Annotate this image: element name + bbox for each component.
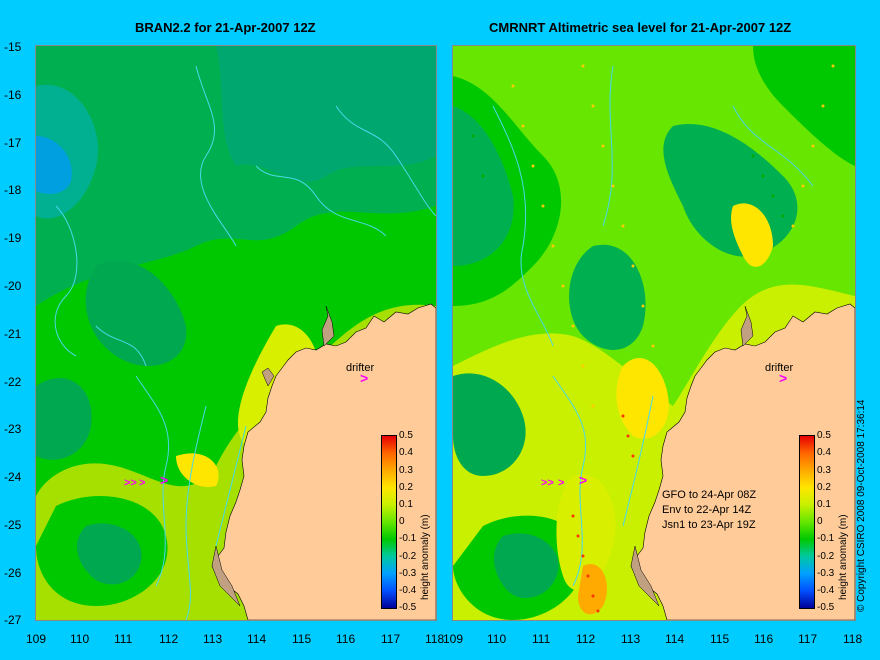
y-tick-label: -27 — [4, 613, 22, 627]
y-tick-label: -20 — [4, 279, 22, 293]
right-map-title: CMRNRT Altimetric sea level for 21-Apr-2… — [489, 20, 792, 35]
satellite-info-line: Jsn1 to 23-Apr 19Z — [662, 519, 756, 531]
satellite-info: GFO to 24-Apr 08Z Env to 22-Apr 14Z Jsn1… — [662, 488, 756, 533]
bran-map-svg — [36, 46, 436, 620]
drifter-arrow-icon: > — [779, 370, 788, 386]
x-tick-label: 117 — [798, 632, 818, 646]
colorbar-tick: -0.4 — [399, 585, 417, 596]
colorbar-tick: -0.3 — [817, 568, 835, 579]
colorbar-tick: 0.1 — [399, 499, 413, 510]
colorbar-tick: -0.4 — [817, 585, 835, 596]
x-tick-label: 115 — [710, 632, 730, 646]
x-tick-label: 118 — [843, 632, 863, 646]
drifter-label: drifter — [765, 362, 794, 374]
x-tick-label: 110 — [70, 632, 90, 646]
x-tick-label: 111 — [532, 632, 551, 646]
colorbar-tick: -0.1 — [399, 533, 417, 544]
cmrnrt-map-svg — [453, 46, 855, 620]
colorbar-tick: 0.5 — [817, 430, 831, 441]
colorbar-tick: 0.3 — [817, 465, 831, 476]
colorbar-title: height anomaly (m) — [838, 514, 849, 600]
colorbar-tick: -0.2 — [399, 551, 417, 562]
drifter-track-arrow-icon: >> — [124, 477, 137, 489]
cmrnrt-map-panel[interactable] — [452, 45, 856, 621]
x-tick-label: 116 — [336, 632, 356, 646]
drifter-track-arrow-icon: > — [579, 472, 588, 488]
colorbar-tick: 0 — [817, 516, 823, 527]
x-tick-label: 116 — [754, 632, 774, 646]
y-tick-label: -25 — [4, 518, 22, 532]
colorbar-tick: -0.5 — [817, 602, 835, 613]
drifter-track-arrow-icon: > — [558, 477, 565, 489]
colorbar-tick: -0.5 — [399, 602, 417, 613]
y-tick-label: -24 — [4, 470, 22, 484]
x-tick-label: 113 — [621, 632, 641, 646]
y-tick-label: -16 — [4, 88, 22, 102]
x-tick-label: 117 — [381, 632, 401, 646]
y-tick-label: -26 — [4, 566, 22, 580]
copyright-text: © Copyright CSIRO 2008 09-Oct-2008 17:36… — [856, 399, 867, 613]
colorbar-tick: 0.1 — [817, 499, 831, 510]
x-tick-label: 111 — [114, 632, 133, 646]
colorbar-tick: -0.2 — [817, 551, 835, 562]
y-tick-label: -17 — [4, 136, 22, 150]
drifter-label: drifter — [346, 362, 375, 374]
colorbar-title: height anomaly (m) — [420, 514, 431, 600]
y-tick-label: -23 — [4, 422, 22, 436]
x-tick-label: 118 — [425, 632, 445, 646]
colorbar-tick: 0.4 — [817, 447, 831, 458]
y-tick-label: -21 — [4, 327, 22, 341]
x-tick-label: 112 — [159, 632, 179, 646]
colorbar-tick: 0.5 — [399, 430, 413, 441]
x-tick-label: 112 — [576, 632, 596, 646]
drifter-track-arrow-icon: > — [160, 472, 169, 488]
colorbar-tick: 0.2 — [817, 482, 831, 493]
colorbar-tick: -0.1 — [817, 533, 835, 544]
satellite-info-line: Env to 22-Apr 14Z — [662, 504, 752, 516]
y-tick-label: -18 — [4, 183, 22, 197]
colorbar-right — [799, 435, 815, 609]
colorbar-tick: 0.3 — [399, 465, 413, 476]
drifter-arrow-icon: > — [360, 370, 369, 386]
x-tick-label: 109 — [443, 632, 464, 646]
drifter-track-arrow-icon: >> — [541, 477, 554, 489]
bran-map-panel[interactable] — [35, 45, 437, 621]
y-tick-label: -15 — [4, 40, 22, 54]
colorbar-tick: 0 — [399, 516, 405, 527]
x-tick-label: 110 — [487, 632, 507, 646]
x-tick-label: 109 — [26, 632, 47, 646]
satellite-info-line: GFO to 24-Apr 08Z — [662, 489, 757, 501]
colorbar-tick: 0.4 — [399, 447, 413, 458]
x-tick-label: 114 — [247, 632, 267, 646]
left-map-title: BRAN2.2 for 21-Apr-2007 12Z — [135, 20, 316, 35]
drifter-track-arrow-icon: > — [139, 477, 146, 489]
colorbar-tick: 0.2 — [399, 482, 413, 493]
colorbar-left — [381, 435, 397, 609]
x-tick-label: 114 — [665, 632, 685, 646]
y-tick-label: -22 — [4, 375, 22, 389]
x-tick-label: 113 — [203, 632, 223, 646]
colorbar-tick: -0.3 — [399, 568, 417, 579]
y-tick-label: -19 — [4, 231, 22, 245]
x-tick-label: 115 — [292, 632, 312, 646]
